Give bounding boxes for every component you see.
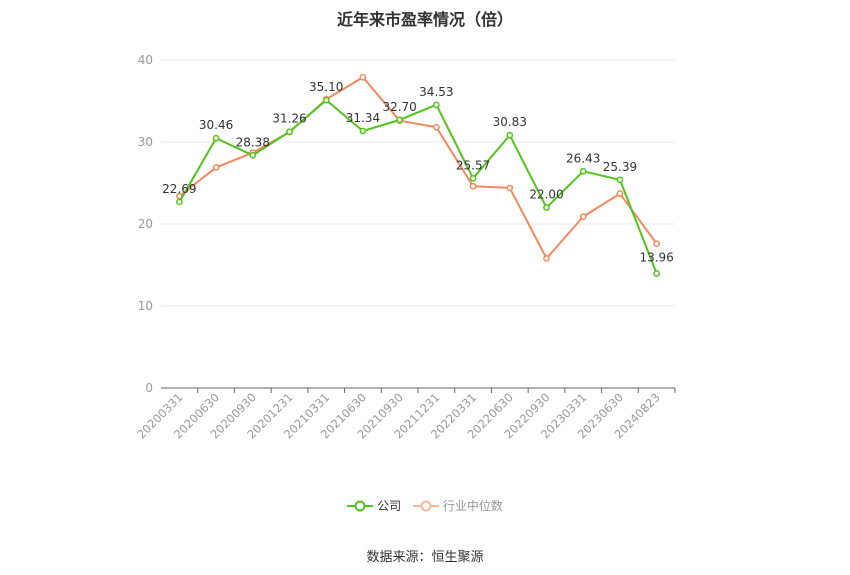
data-label: 31.26	[272, 112, 306, 126]
legend-label-company: 公司	[377, 499, 402, 513]
data-label: 28.38	[236, 135, 270, 149]
data-label: 22.69	[162, 182, 196, 196]
data-point-company	[616, 176, 624, 184]
data-point-industry	[359, 73, 367, 81]
data-point-industry	[506, 184, 514, 192]
y-tick-label: 30	[138, 135, 153, 149]
y-tick-label: 20	[138, 217, 153, 231]
data-label: 13.96	[639, 251, 673, 265]
data-point-company	[359, 127, 367, 135]
grid-lines	[161, 59, 675, 307]
data-point-company	[212, 134, 220, 142]
legend-label-industry: 行业中位数	[442, 499, 503, 513]
series-line-industry	[178, 76, 658, 260]
data-point-industry	[469, 182, 477, 190]
y-tick-label: 40	[138, 53, 153, 67]
data-point-company	[176, 198, 183, 206]
data-label: 25.57	[456, 158, 490, 172]
series-lines	[176, 73, 660, 277]
y-tick-label: 0	[145, 381, 153, 395]
data-point-industry	[543, 255, 550, 262]
data-label: 35.10	[309, 80, 343, 94]
data-point-company	[433, 101, 440, 109]
data-point-industry	[616, 190, 624, 198]
data-label: 30.46	[199, 118, 233, 132]
data-point-company	[286, 128, 293, 136]
source-note: 数据来源：恒生聚源	[366, 550, 484, 565]
data-label: 25.39	[603, 160, 637, 174]
series-line-company	[178, 99, 658, 274]
data-label: 31.34	[346, 111, 380, 125]
data-label: 22.00	[529, 188, 563, 202]
data-point-industry	[433, 123, 440, 131]
data-label: 30.83	[493, 115, 527, 129]
chart-title: 近年来市盈率情况（倍）	[336, 10, 513, 29]
data-point-company	[396, 116, 403, 124]
legend-item-industry[interactable]: 行业中位数	[412, 497, 503, 514]
data-point-company	[579, 167, 587, 175]
data-point-industry	[579, 213, 587, 220]
data-point-company	[322, 96, 330, 104]
data-point-industry	[212, 164, 220, 171]
legend-line-icon	[412, 500, 439, 511]
legend-item-company[interactable]: 公司	[347, 497, 401, 514]
data-point-company	[249, 151, 257, 159]
data-label: 26.43	[566, 151, 600, 165]
y-tick-label: 10	[138, 299, 153, 313]
data-point-industry	[653, 240, 660, 248]
line-chart: 0102030402020033120200630202009302020123…	[134, 53, 676, 442]
data-point-company	[506, 131, 514, 139]
data-label: 32.70	[382, 100, 416, 114]
legend: 公司 行业中位数	[0, 497, 850, 515]
data-point-company	[653, 270, 660, 277]
data-point-company	[469, 174, 477, 182]
data-point-company	[543, 204, 550, 211]
legend-line-icon	[347, 500, 374, 511]
data-label: 34.53	[419, 85, 453, 99]
